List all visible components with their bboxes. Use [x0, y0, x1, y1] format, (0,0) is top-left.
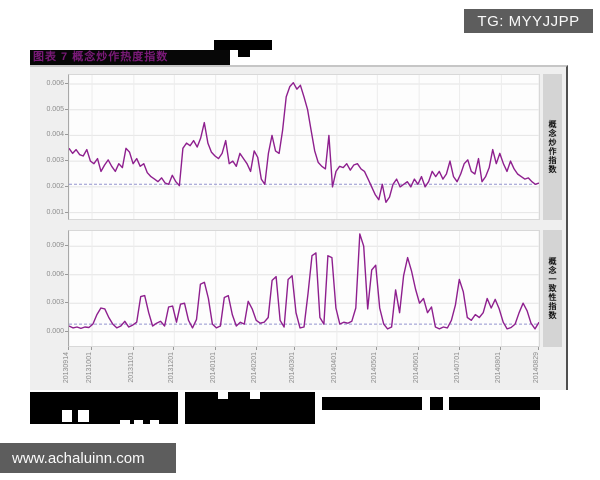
x-tick-label: 20140301: [289, 352, 296, 384]
y-tick-label: 0.001: [46, 208, 64, 216]
figure-title-text: 图表 7 概念炒作热度指数: [33, 51, 169, 63]
x-tick-label: 20140101: [210, 352, 217, 384]
y-tick-label: 0.002: [46, 182, 64, 190]
watermark: www.achaluinn.com: [0, 443, 176, 473]
redaction-gap: [134, 420, 143, 424]
x-tick-label: 20131201: [168, 352, 175, 384]
redaction-gap: [218, 392, 228, 399]
y-tick-mark: [65, 245, 68, 246]
x-tick-mark: [91, 347, 92, 350]
x-tick-label: 20140601: [413, 352, 420, 384]
redacted-text-block: [185, 392, 315, 410]
series-line-1: [69, 233, 539, 330]
x-tick-label: 20140701: [454, 352, 461, 384]
y-tick-mark: [65, 302, 68, 303]
x-tick-mark: [376, 347, 377, 350]
redaction-mark: [214, 40, 272, 50]
facet-strip-label: 概念一致性指数: [548, 257, 557, 320]
y-tick-label: 0.005: [46, 105, 64, 113]
x-tick-label: 20131001: [86, 352, 93, 384]
x-tick-mark: [173, 347, 174, 350]
y-tick-label: 0.004: [46, 131, 64, 139]
x-tick-mark: [336, 347, 337, 350]
y-tick-label: 0.009: [46, 242, 64, 250]
x-tick-label: 20130914: [63, 352, 70, 384]
redacted-text-block: [430, 397, 540, 410]
chart-figure: 图表 7 概念炒作热度指数 概念炒作指数 0.006 0.005 0.004 0.003…: [30, 50, 568, 390]
x-tick-mark: [294, 347, 295, 350]
y-tick-mark: [65, 212, 68, 213]
facet-strip-label: 概念炒作指数: [548, 120, 557, 174]
y-tick-mark: [65, 160, 68, 161]
x-tick-label: 20140829: [533, 352, 540, 384]
redacted-text-block: [30, 392, 178, 410]
figure-body: 概念炒作指数 0.006 0.005 0.004 0.003 0.002 0.001 概念一致…: [30, 65, 568, 390]
x-tick-label: 20131101: [128, 352, 135, 383]
x-tick-mark: [459, 347, 460, 350]
facet-strip-1: 概念一致性指数: [543, 230, 562, 347]
tg-badge: TG: MYYJJPP: [464, 9, 593, 33]
x-tick-label: 20140401: [331, 352, 338, 384]
x-tick-mark: [133, 347, 134, 350]
x-tick-mark: [538, 347, 539, 350]
redaction-mark: [238, 50, 250, 57]
x-tick-mark: [215, 347, 216, 350]
x-tick-label: 20140201: [251, 352, 258, 384]
y-tick-label: 0.003: [46, 157, 64, 165]
y-tick-mark: [65, 274, 68, 275]
x-tick-mark: [500, 347, 501, 350]
y-tick-mark: [65, 109, 68, 110]
x-tick-label: 20140501: [371, 352, 378, 384]
series-line-0: [69, 81, 539, 204]
redaction-gap: [150, 420, 159, 424]
facet-strip-0: 概念炒作指数: [543, 74, 562, 220]
x-tick-mark: [68, 347, 69, 350]
figure-title: 图表 7 概念炒作热度指数: [30, 50, 230, 65]
tg-badge-label: TG: MYYJJPP: [477, 12, 580, 30]
y-tick-label: 0.003: [46, 299, 64, 307]
x-tick-mark: [256, 347, 257, 350]
y-tick-mark: [65, 331, 68, 332]
facet-plot-0: [69, 75, 539, 219]
facet-plot-1: [69, 231, 539, 346]
facet-panel-0: [68, 74, 540, 220]
redacted-text-block: [185, 410, 315, 424]
y-tick-mark: [65, 83, 68, 84]
redacted-text-block: [322, 397, 422, 410]
y-tick-label: 0.006: [46, 270, 64, 278]
y-tick-label: 0.006: [46, 80, 64, 87]
redaction-gap: [78, 410, 89, 422]
redaction-gap: [443, 397, 449, 410]
watermark-label: www.achaluinn.com: [12, 449, 145, 467]
redaction-gap: [120, 420, 130, 424]
x-tick-label: 20140801: [495, 352, 502, 384]
x-tick-mark: [418, 347, 419, 350]
y-tick-mark: [65, 186, 68, 187]
redaction-gap: [250, 392, 260, 399]
y-tick-label: 0.000: [46, 327, 64, 335]
redaction-gap: [62, 410, 72, 422]
facet-panel-1: [68, 230, 540, 347]
y-tick-mark: [65, 134, 68, 135]
